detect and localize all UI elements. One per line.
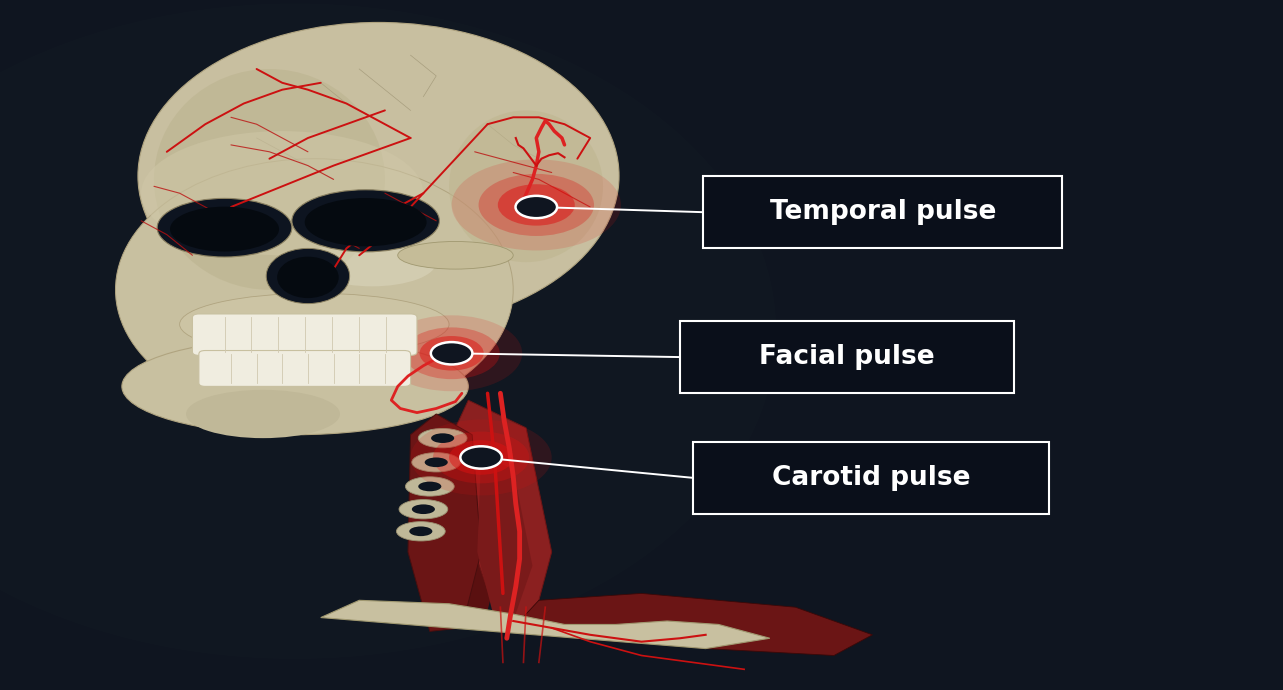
Circle shape: [381, 315, 522, 391]
Ellipse shape: [291, 190, 439, 252]
Ellipse shape: [137, 23, 618, 330]
Circle shape: [411, 420, 552, 495]
Circle shape: [461, 446, 502, 469]
Ellipse shape: [157, 199, 293, 257]
Ellipse shape: [122, 338, 468, 435]
Ellipse shape: [399, 500, 448, 519]
FancyBboxPatch shape: [703, 176, 1062, 248]
FancyBboxPatch shape: [192, 314, 417, 355]
Ellipse shape: [398, 241, 513, 269]
Ellipse shape: [431, 433, 454, 443]
Ellipse shape: [412, 504, 435, 514]
Polygon shape: [408, 414, 481, 631]
FancyBboxPatch shape: [680, 321, 1014, 393]
Text: Temporal pulse: Temporal pulse: [770, 199, 996, 225]
Polygon shape: [455, 400, 552, 628]
Ellipse shape: [115, 159, 513, 421]
Polygon shape: [462, 469, 500, 621]
Ellipse shape: [405, 477, 454, 496]
Ellipse shape: [186, 390, 340, 438]
FancyBboxPatch shape: [199, 351, 411, 386]
Circle shape: [434, 432, 529, 483]
Circle shape: [403, 328, 500, 380]
Circle shape: [449, 440, 513, 475]
Ellipse shape: [412, 453, 461, 472]
Polygon shape: [513, 593, 872, 656]
Ellipse shape: [418, 482, 441, 491]
Circle shape: [498, 184, 575, 226]
Circle shape: [431, 342, 472, 364]
Ellipse shape: [180, 293, 449, 355]
Ellipse shape: [308, 238, 436, 286]
Ellipse shape: [305, 198, 426, 246]
Circle shape: [420, 336, 484, 371]
Text: Carotid pulse: Carotid pulse: [772, 465, 970, 491]
Circle shape: [516, 196, 557, 218]
Ellipse shape: [425, 457, 448, 467]
Ellipse shape: [409, 526, 432, 536]
Ellipse shape: [0, 3, 776, 659]
Ellipse shape: [154, 69, 385, 290]
Circle shape: [479, 174, 594, 236]
Polygon shape: [321, 600, 770, 649]
Polygon shape: [417, 455, 462, 621]
Ellipse shape: [141, 131, 423, 255]
Polygon shape: [477, 455, 532, 621]
FancyBboxPatch shape: [693, 442, 1049, 514]
Text: Facial pulse: Facial pulse: [760, 344, 934, 370]
Ellipse shape: [396, 522, 445, 541]
Ellipse shape: [418, 428, 467, 448]
Ellipse shape: [449, 110, 603, 262]
Circle shape: [452, 159, 621, 250]
Ellipse shape: [277, 257, 339, 298]
Ellipse shape: [169, 207, 280, 251]
Ellipse shape: [267, 248, 350, 304]
